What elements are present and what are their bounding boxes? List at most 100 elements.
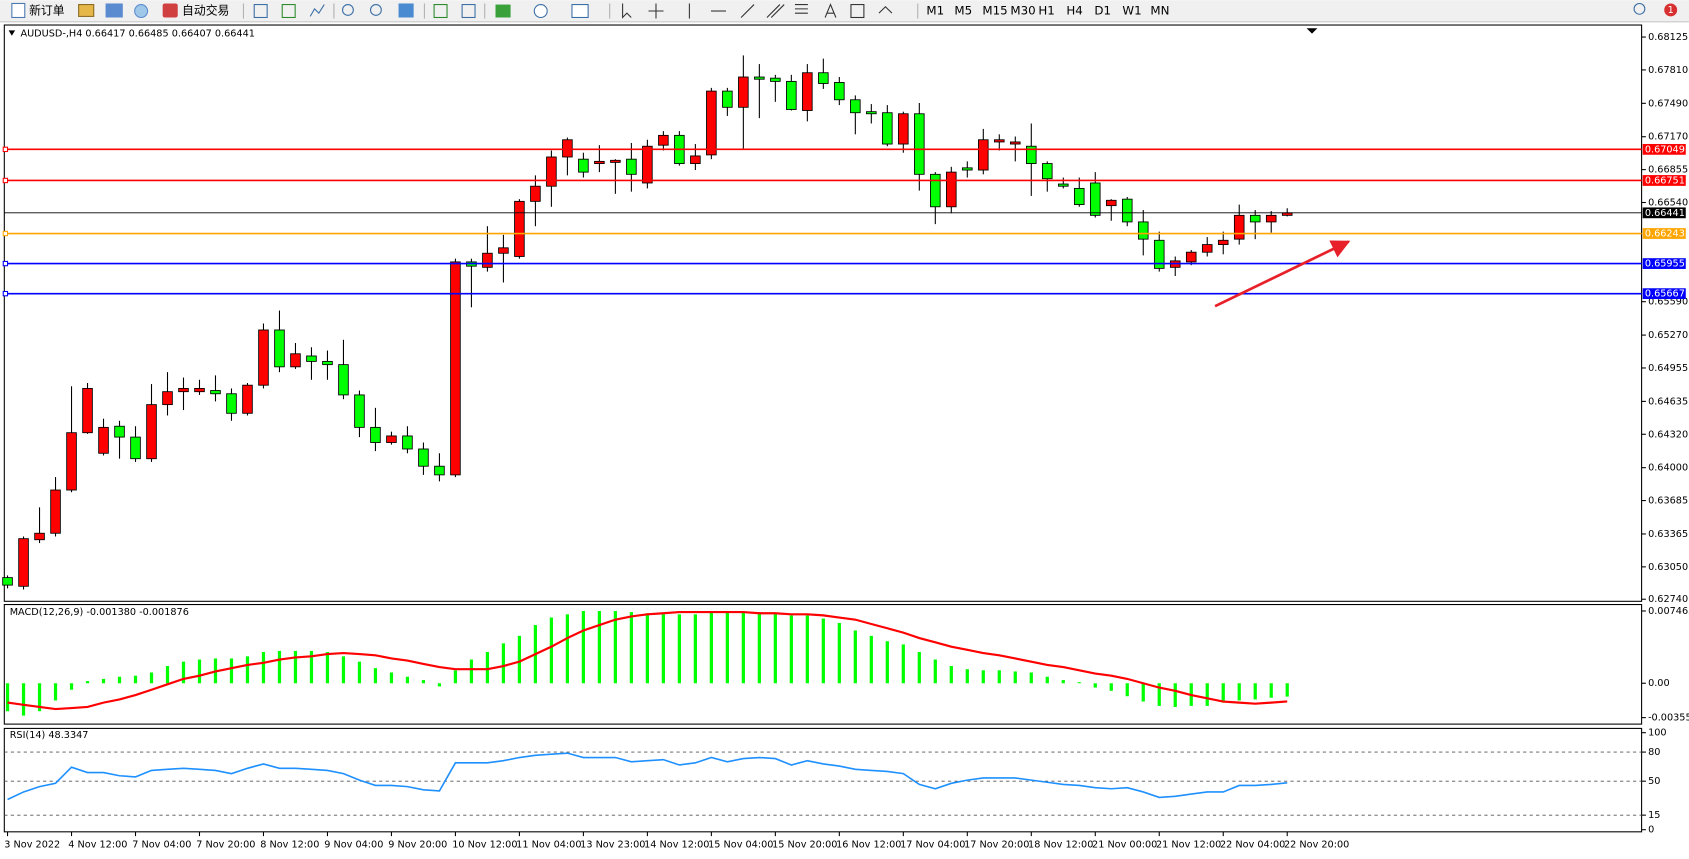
candle-body	[162, 391, 173, 406]
channel-icon[interactable]	[766, 4, 785, 18]
search-icon[interactable]	[1633, 2, 1646, 15]
candle-body	[498, 247, 509, 254]
crosshair-icon[interactable]	[648, 3, 664, 19]
macd-bar	[421, 680, 426, 684]
text-icon[interactable]	[824, 3, 837, 18]
timeframe-button[interactable]: H1	[1038, 4, 1054, 18]
macd-bar	[725, 612, 729, 684]
level-anchor	[2, 146, 9, 153]
toolbar-icon[interactable]	[253, 4, 268, 19]
new-order-button[interactable]: 新订单	[29, 4, 65, 18]
macd-bar	[917, 651, 921, 684]
auto-trading-icon[interactable]	[162, 3, 178, 18]
macd-bar	[837, 622, 841, 684]
cursor-icon[interactable]	[622, 3, 632, 19]
candle-body	[642, 145, 653, 184]
y-tick-label: 50	[1648, 776, 1660, 787]
macd-bar	[1125, 683, 1129, 697]
indicators-icon[interactable]	[495, 4, 511, 18]
trendline-icon[interactable]	[740, 4, 755, 18]
y-tick-label: 100	[1648, 728, 1667, 739]
candle-body	[898, 113, 909, 145]
candle-body	[594, 160, 605, 164]
candle-body	[962, 167, 973, 171]
level-anchor	[2, 177, 9, 184]
main-chart-title: AUDUSD-,H4 0.66417 0.66485 0.66407 0.664…	[20, 29, 254, 40]
zoom-out-icon[interactable]	[370, 4, 382, 16]
toolbar-icon[interactable]	[105, 3, 123, 18]
timeframe-button[interactable]: M5	[954, 4, 972, 18]
fibo-icon[interactable]	[794, 4, 808, 14]
macd-bar	[677, 614, 681, 684]
timeframe-button[interactable]: H4	[1066, 4, 1082, 18]
toolbar-icon[interactable]	[78, 4, 95, 17]
x-tick-label: 7 Nov 04:00	[132, 840, 191, 851]
timeframe-button[interactable]: M30	[1010, 4, 1035, 18]
new-order-icon[interactable]	[11, 2, 26, 19]
auto-trading-button[interactable]: 自动交易	[182, 4, 229, 18]
level-anchor	[2, 230, 9, 237]
macd-bar	[789, 615, 793, 684]
toolbar-background	[0, 0, 1689, 22]
candle-body	[1073, 187, 1085, 206]
timeframe-button[interactable]: D1	[1094, 4, 1111, 18]
candle-body	[482, 252, 493, 268]
x-tick-label: 21 Nov 00:00	[1092, 840, 1157, 851]
candle-body	[1041, 163, 1053, 180]
macd-bar	[1285, 683, 1289, 697]
toolbar-icon[interactable]	[281, 4, 296, 19]
label-icon[interactable]	[850, 4, 865, 19]
candle-body	[1121, 198, 1133, 223]
y-tick-label: 0.63365	[1648, 529, 1688, 540]
macd-bar	[501, 643, 506, 684]
macd-bar	[597, 611, 602, 684]
macd-bar	[629, 612, 633, 684]
macd-bar	[437, 683, 442, 687]
timeframe-button[interactable]: M15	[982, 4, 1007, 18]
macd-bar	[901, 644, 905, 684]
candle-body	[274, 329, 285, 368]
macd-bar	[101, 678, 106, 684]
macd-bar	[277, 650, 282, 684]
templates-icon[interactable]	[571, 4, 589, 19]
timeframes: M1 M5 M15 M30 H1 H4 D1 W1 MN	[926, 4, 1169, 18]
candle-body	[226, 393, 237, 414]
timeframe-button[interactable]: MN	[1150, 4, 1169, 18]
candle-body	[290, 353, 301, 368]
x-tick-label: 11 Nov 04:00	[516, 840, 581, 851]
toolbar-icon[interactable]	[461, 4, 476, 19]
toolbar-icon[interactable]	[309, 4, 325, 17]
candle-body	[690, 155, 701, 164]
macd-bar	[373, 668, 378, 684]
candle-body	[258, 329, 269, 386]
level-anchor	[2, 260, 9, 267]
toolbar-icon[interactable]	[134, 4, 149, 19]
level-label: 0.65955	[1645, 259, 1685, 270]
toolbar-icon[interactable]	[433, 4, 448, 19]
candle-body	[418, 448, 429, 467]
shapes-icon[interactable]	[878, 5, 893, 14]
periods-icon[interactable]	[533, 4, 548, 19]
candle-body	[114, 425, 125, 438]
candle-body	[306, 355, 317, 362]
zoom-in-icon[interactable]	[342, 4, 354, 16]
x-tick-label: 17 Nov 20:00	[964, 840, 1029, 851]
toolbar-icon[interactable]	[398, 3, 414, 18]
y-tick-label: 0.64000	[1648, 463, 1688, 474]
timeframe-button[interactable]: M1	[926, 4, 944, 18]
candle-body	[722, 90, 733, 108]
level-label: 0.66751	[1645, 175, 1685, 186]
candle-body	[1026, 145, 1037, 164]
candle-body	[354, 394, 365, 428]
notification-badge[interactable]	[1664, 3, 1678, 17]
macd-bar	[1141, 683, 1145, 702]
macd-bar	[981, 670, 985, 684]
timeframe-button[interactable]: W1	[1122, 4, 1141, 18]
macd-bar	[405, 676, 410, 684]
candle-body	[770, 77, 781, 82]
candle-body	[562, 139, 573, 158]
level-label: 0.65667	[1645, 289, 1685, 300]
main-chart-frame	[3, 24, 1643, 602]
macd-bar	[293, 650, 298, 684]
